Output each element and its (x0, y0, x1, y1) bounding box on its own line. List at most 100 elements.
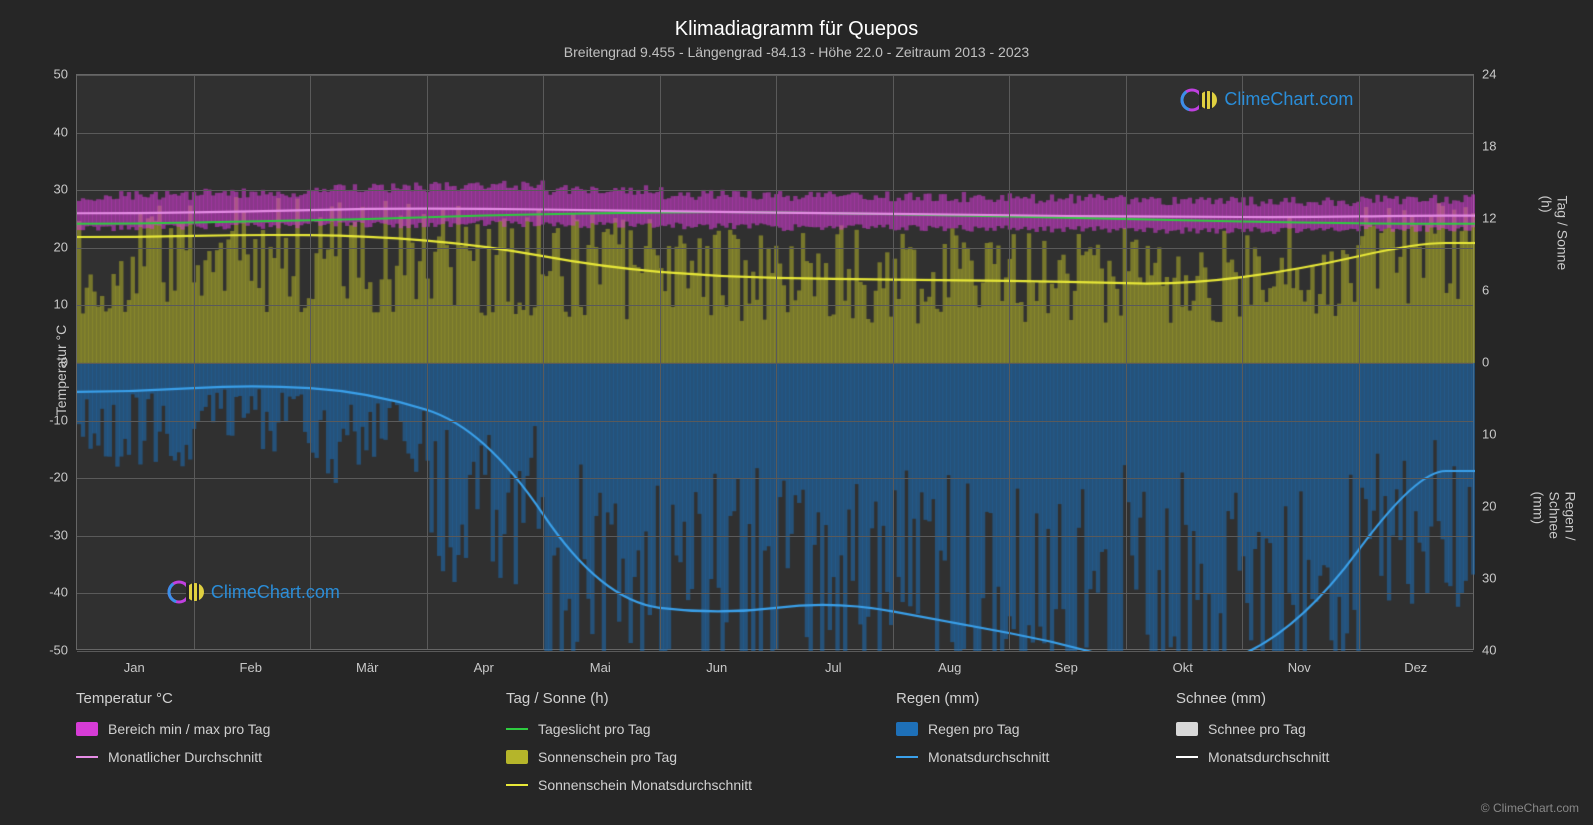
y-tick-label-left: -30 (38, 527, 68, 542)
y-tick-label-right-rain: 40 (1482, 643, 1496, 658)
x-tick-label: Apr (474, 660, 494, 675)
legend-item-label: Sonnenschein pro Tag (538, 749, 677, 765)
brand-logo-icon (167, 578, 207, 606)
grid-line-v (1126, 75, 1127, 649)
grid-line-h (77, 133, 1473, 134)
y-tick-label-left: -10 (38, 412, 68, 427)
grid-line-h (77, 305, 1473, 306)
legend-swatch-icon (76, 722, 98, 736)
chart-subtitle: Breitengrad 9.455 - Längengrad -84.13 - … (0, 44, 1593, 60)
grid-line-v (1009, 75, 1010, 649)
x-tick-label: Feb (240, 660, 262, 675)
y-tick-label-left: 20 (38, 239, 68, 254)
legend-item-label: Monatlicher Durchschnitt (108, 749, 262, 765)
grid-line-v (310, 75, 311, 649)
legend-group: Schnee (mm)Schnee pro TagMonatsdurchschn… (1176, 690, 1329, 765)
legend-item-label: Sonnenschein Monatsdurchschnitt (538, 777, 752, 793)
grid-line-h (77, 190, 1473, 191)
legend-item: Monatlicher Durchschnitt (76, 749, 270, 765)
legend-group: Tag / Sonne (h) Tageslicht pro Tag Sonnens… (506, 690, 752, 793)
grid-line-v (543, 75, 544, 649)
legend-item: Sonnenschein pro Tag (506, 749, 752, 765)
legend-line-icon (506, 728, 528, 730)
brand-logo: ClimeChart.com (167, 578, 340, 606)
grid-line-v (1359, 75, 1360, 649)
legend-swatch-icon (896, 722, 918, 736)
chart-title: Klimadiagramm für Quepos (0, 18, 1593, 41)
x-tick-label: Jan (124, 660, 145, 675)
legend-item: Monatsdurchschnitt (896, 749, 1049, 765)
y-tick-label-left: -50 (38, 643, 68, 658)
x-tick-label: Nov (1288, 660, 1311, 675)
climate-chart: Klimadiagramm für Quepos Breitengrad 9.4… (0, 0, 1593, 825)
brand-logo-icon (1180, 86, 1220, 114)
y-tick-label-right-hours: 6 (1482, 283, 1489, 298)
x-tick-label: Jun (706, 660, 727, 675)
legend-item-label: Bereich min / max pro Tag (108, 721, 270, 737)
x-tick-label: Dez (1404, 660, 1427, 675)
y-tick-label-right-hours: 12 (1482, 211, 1496, 226)
legend-item-label: Monatsdurchschnitt (1208, 749, 1329, 765)
grid-line-v (1242, 75, 1243, 649)
legend-heading: Schnee (mm) (1176, 690, 1329, 707)
y-axis-title-left: Temperatur °C (53, 325, 69, 415)
legend-heading: Temperatur °C (76, 690, 270, 707)
legend-line-icon (76, 756, 98, 758)
legend: Temperatur °C Bereich min / max pro Tag Mo… (76, 690, 1474, 825)
y-tick-label-left: 0 (38, 355, 68, 370)
copyright-text: © ClimeChart.com (1481, 801, 1579, 815)
x-tick-label: Okt (1173, 660, 1193, 675)
grid-line-v (776, 75, 777, 649)
y-tick-label-left: 10 (38, 297, 68, 312)
legend-item-label: Regen pro Tag (928, 721, 1020, 737)
grid-line-h (77, 421, 1473, 422)
x-tick-label: Mai (590, 660, 611, 675)
grid-line-h (77, 248, 1473, 249)
brand-logo-text: ClimeChart.com (1224, 89, 1353, 110)
y-tick-label-right-rain: 10 (1482, 427, 1496, 442)
grid-line-h (77, 363, 1473, 364)
y-axis-title-right-top: Tag / Sonne (h) (1539, 196, 1571, 273)
brand-logo: ClimeChart.com (1180, 86, 1353, 114)
y-tick-label-right-rain: 20 (1482, 499, 1496, 514)
x-tick-label: Sep (1055, 660, 1078, 675)
y-tick-label-left: 50 (38, 67, 68, 82)
grid-line-v (427, 75, 428, 649)
legend-swatch-icon (506, 750, 528, 764)
legend-swatch-icon (1176, 722, 1198, 736)
grid-line-h (77, 75, 1473, 76)
brand-logo-text: ClimeChart.com (211, 582, 340, 603)
grid-line-v (194, 75, 195, 649)
grid-line-v (660, 75, 661, 649)
y-tick-label-left: -40 (38, 585, 68, 600)
legend-group: Temperatur °C Bereich min / max pro Tag Mo… (76, 690, 270, 765)
legend-heading: Regen (mm) (896, 690, 1049, 707)
y-tick-label-right-hours: 18 (1482, 139, 1496, 154)
legend-item: Tageslicht pro Tag (506, 721, 752, 737)
x-tick-label: Mär (356, 660, 378, 675)
grid-line-h (77, 651, 1473, 652)
legend-line-icon (896, 756, 918, 758)
legend-item-label: Tageslicht pro Tag (538, 721, 651, 737)
legend-group: Regen (mm) Regen pro Tag Monatsdurchschnit… (896, 690, 1049, 765)
y-tick-label-left: -20 (38, 470, 68, 485)
y-tick-label-right-hours: 0 (1482, 355, 1489, 370)
x-tick-label: Jul (825, 660, 842, 675)
legend-item: Regen pro Tag (896, 721, 1049, 737)
grid-line-h (77, 478, 1473, 479)
legend-item: Bereich min / max pro Tag (76, 721, 270, 737)
grid-line-v (893, 75, 894, 649)
y-tick-label-left: 30 (38, 182, 68, 197)
y-tick-label-left: 40 (38, 124, 68, 139)
legend-line-icon (506, 784, 528, 786)
legend-item: Sonnenschein Monatsdurchschnitt (506, 777, 752, 793)
y-tick-label-right-hours: 24 (1482, 67, 1496, 82)
legend-heading: Tag / Sonne (h) (506, 690, 752, 707)
legend-item: Monatsdurchschnitt (1176, 749, 1329, 765)
x-tick-label: Aug (938, 660, 961, 675)
y-tick-label-right-rain: 30 (1482, 571, 1496, 586)
legend-item-label: Monatsdurchschnitt (928, 749, 1049, 765)
plot-area (76, 74, 1474, 650)
legend-line-icon (1176, 756, 1198, 758)
grid-line-h (77, 536, 1473, 537)
